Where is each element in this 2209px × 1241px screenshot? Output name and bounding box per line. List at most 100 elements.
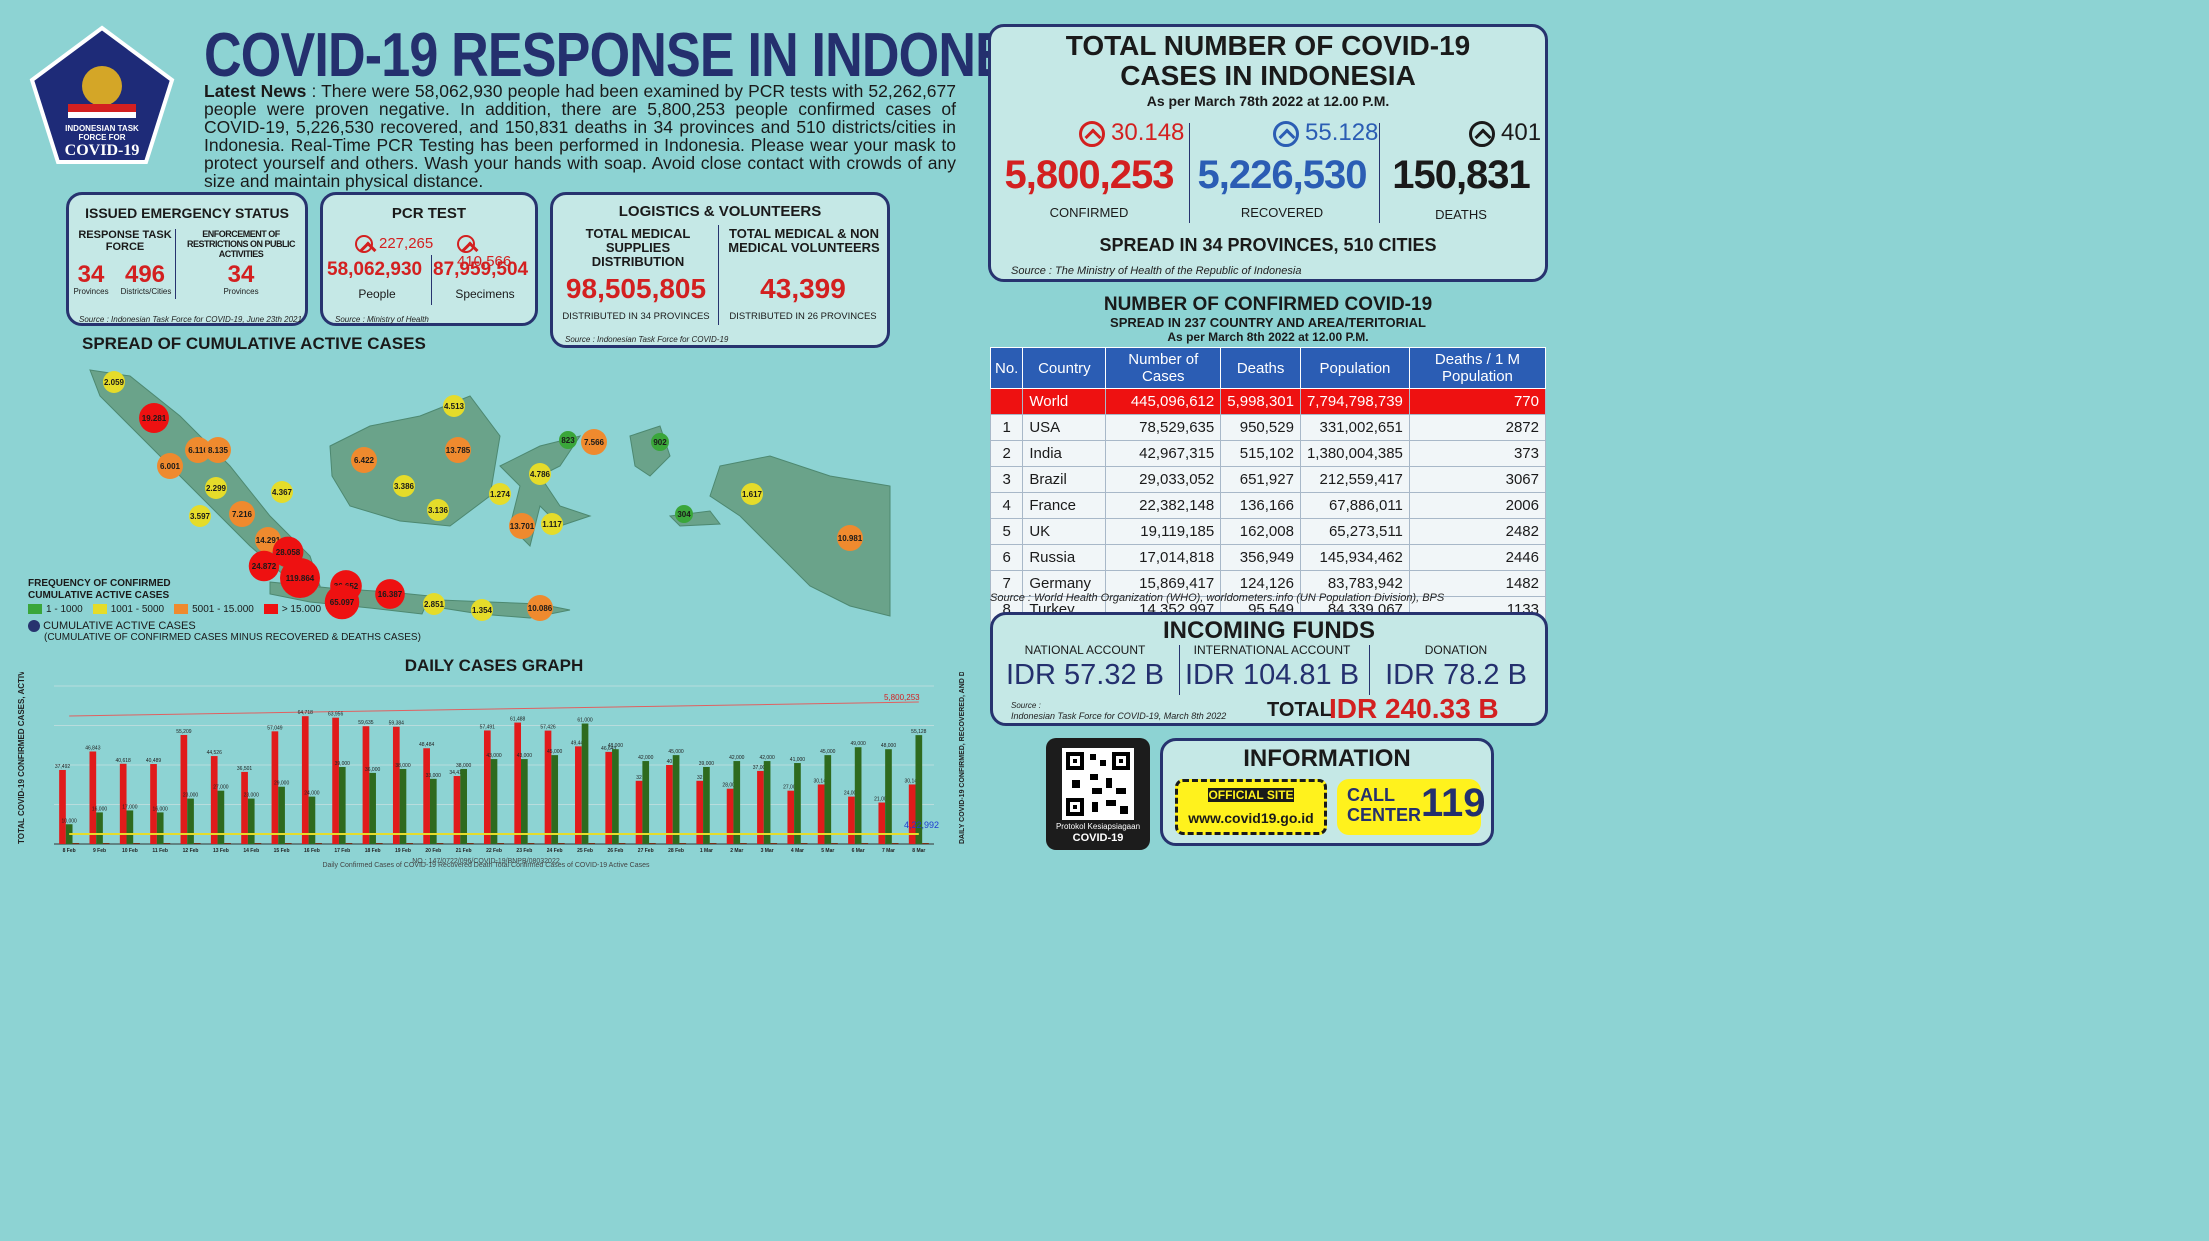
table-cell: France xyxy=(1022,492,1107,519)
deaths-value: 150,831 xyxy=(1392,153,1531,197)
qr-caption-2: COVID-19 xyxy=(1072,832,1124,844)
increase-icon xyxy=(1273,120,1299,147)
map-bubble xyxy=(248,550,280,582)
bar-value-label: 30,148 xyxy=(905,778,921,784)
table-cell: 22,382,148 xyxy=(1105,492,1222,519)
x-tick-label: 19 Feb xyxy=(395,848,411,854)
people-value: 58,062,930 xyxy=(327,259,423,280)
chart-bar xyxy=(271,731,279,844)
supplies-note: DISTRIBUTED IN 34 PROVINCES xyxy=(562,311,710,322)
qr-code-card[interactable]: Protokol Kesiapsiagaan COVID-19 xyxy=(1046,738,1150,850)
chart-bar xyxy=(466,843,474,844)
chart-bar xyxy=(703,766,710,844)
map-bubble-label: 1.274 xyxy=(490,490,511,499)
chart-bar xyxy=(666,765,673,844)
bar-value-label: 42,000 xyxy=(759,755,775,761)
map-bubble-label: 902 xyxy=(653,438,667,447)
table-cell: Brazil xyxy=(1022,466,1107,493)
world-title: NUMBER OF CONFIRMED COVID-19 xyxy=(1103,294,1433,315)
chart-bar xyxy=(497,843,505,844)
total-confirmed-line xyxy=(69,701,919,717)
chart-bar xyxy=(726,788,734,844)
chart-bar xyxy=(709,843,717,844)
map-bubble xyxy=(527,595,553,621)
map-bubble xyxy=(471,599,493,621)
x-tick-label: 22 Feb xyxy=(486,848,502,854)
map-bubble-label: 28.058 xyxy=(276,548,301,557)
bar-value-label: 57,049 xyxy=(267,725,283,731)
table-row: 6 Russia 17,014,818 356,949 145,934,462 2446 xyxy=(989,544,1547,571)
active-dot-icon xyxy=(28,620,40,633)
chart-bar xyxy=(163,843,171,844)
chart-bar xyxy=(733,761,741,844)
chart-bar xyxy=(315,843,322,844)
table-cell: 950,529 xyxy=(1220,414,1301,441)
bar-value-label: 10,000 xyxy=(62,818,78,824)
active-cases-label: 4,22,992 xyxy=(904,820,939,830)
bar-value-label: 49,000 xyxy=(850,741,866,747)
chart-bar xyxy=(119,763,127,844)
x-tick-label: 1 Mar xyxy=(700,848,713,854)
table-cell: 136,166 xyxy=(1220,492,1301,519)
total-cases-panel: TOTAL NUMBER OF COVID-19 CASES IN INDONE… xyxy=(988,24,1548,282)
qr-caption: Protokol Kesiapsiagaan xyxy=(1055,822,1141,831)
map-title: SPREAD OF CUMULATIVE ACTIVE CASES xyxy=(82,334,426,353)
bar-value-label: 32 xyxy=(697,775,703,781)
chart-bar xyxy=(740,843,747,844)
call-center-button[interactable]: CALL CENTER 119 xyxy=(1337,779,1486,835)
chart-bar xyxy=(861,843,869,844)
table-row: 2 India 42,967,315 515,102 1,380,004,385 373 xyxy=(989,440,1547,467)
specimens-label: Specimens xyxy=(455,287,515,301)
map-bubble xyxy=(529,463,551,485)
incoming-funds-panel: INCOMING FUNDS NATIONAL ACCOUNT INTERNAT… xyxy=(990,612,1548,726)
chart-bar xyxy=(72,843,80,844)
map-bubble-label: 304 xyxy=(677,510,691,519)
bar-value-label: 40,489 xyxy=(146,758,162,764)
table-cell xyxy=(989,388,1024,415)
table-header: Deaths / 1 M Population xyxy=(1408,347,1547,389)
map-bubble-label: 13.785 xyxy=(446,446,471,455)
world-date: As per March 8th 2022 at 12.00 P.M. xyxy=(1167,330,1369,344)
bar-value-label: 57,426 xyxy=(540,725,556,731)
chart-bar xyxy=(180,734,188,844)
x-tick-label: 8 Feb xyxy=(63,848,76,854)
x-tick-label: 4 Mar xyxy=(791,848,804,854)
chart-bar xyxy=(362,726,370,844)
legend-item: 1001 - 5000 xyxy=(92,604,164,615)
x-tick-label: 6 Mar xyxy=(852,848,865,854)
x-tick-label: 21 Feb xyxy=(456,848,472,854)
table-header: Deaths xyxy=(1220,347,1301,389)
table-cell: UK xyxy=(1022,518,1107,545)
map-bubble xyxy=(541,513,563,535)
table-cell: Germany xyxy=(1022,570,1107,597)
international-label: INTERNATIONAL ACCOUNT xyxy=(1193,643,1351,657)
enforcement-value: 34 xyxy=(227,261,255,288)
chart-bar xyxy=(406,843,413,844)
map-bubble-label: 6.001 xyxy=(160,462,181,471)
map-bubble-label: 3.386 xyxy=(394,482,415,491)
total-funds-value: IDR 240.33 B xyxy=(1329,693,1499,724)
map-bubble xyxy=(205,477,227,499)
bar-value-label: 44,526 xyxy=(207,750,223,756)
table-cell: 445,096,612 xyxy=(1105,388,1222,415)
chart-bar xyxy=(817,784,825,844)
bar-value-label: 33,000 xyxy=(426,773,442,779)
bar-value-label: 40 xyxy=(667,759,673,765)
bar-value-label: 23,000 xyxy=(244,793,260,799)
total-source: Source : The Ministry of Health of the R… xyxy=(1011,265,1302,277)
bar-value-label: 46,643 xyxy=(601,746,617,752)
chart-bar xyxy=(59,769,66,844)
bar-value-label: 43,000 xyxy=(517,753,533,759)
confirmed-value: 5,800,253 xyxy=(1004,153,1175,197)
official-site-button[interactable]: OFFICIAL SITE www.covid19.go.id xyxy=(1175,779,1327,835)
table-cell: 17,014,818 xyxy=(1105,544,1222,571)
table-row: 7 Germany 15,869,417 124,126 83,783,942 1482 xyxy=(989,570,1547,597)
bar-value-label: 63,956 xyxy=(328,712,344,718)
chart-bar xyxy=(126,810,134,844)
map-bubble xyxy=(489,483,511,505)
y-axis-label-right: DAILY COVID-19 CONFIRMED, RECOVERED, AND… xyxy=(959,672,966,844)
bar-value-label: 34,418 xyxy=(449,770,465,776)
chart-bar xyxy=(308,796,316,844)
bar-value-label: 41,000 xyxy=(790,757,806,763)
increase-icon xyxy=(1079,120,1105,147)
